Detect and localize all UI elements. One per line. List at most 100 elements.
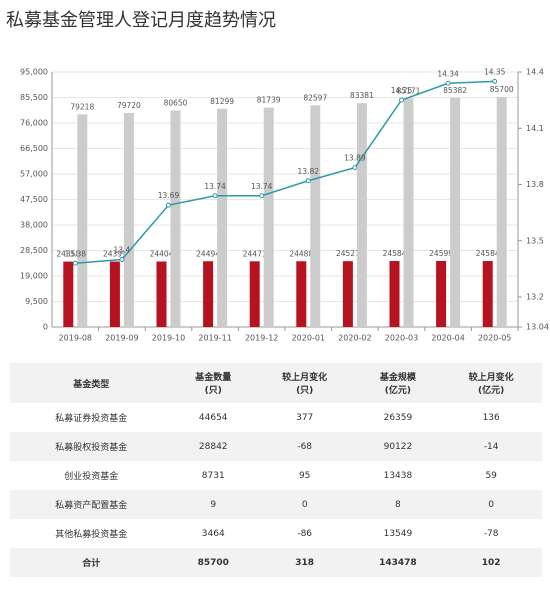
table-cell: 28842 xyxy=(172,432,254,461)
y2-tick-label: 13.5 xyxy=(526,236,544,245)
header-line: 较上月变化 xyxy=(468,373,514,383)
x-tick-label: 2020-02 xyxy=(338,334,371,343)
bar-label: 85382 xyxy=(443,86,467,95)
bar-label: 81739 xyxy=(257,96,281,105)
bar xyxy=(342,261,353,327)
y2-tick-label: 13.2 xyxy=(526,293,544,302)
table-cell: -68 xyxy=(253,432,356,461)
bar xyxy=(296,261,307,327)
table-cell: 创业投资基金 xyxy=(64,472,119,482)
header-line: (只) xyxy=(296,386,314,396)
bar-label: 24471 xyxy=(243,249,267,258)
line-point xyxy=(492,78,498,84)
table-cell: 26359 xyxy=(383,412,413,423)
bar xyxy=(156,261,167,327)
bar xyxy=(203,261,214,327)
table-cell: 59 xyxy=(485,470,497,481)
table-cell: 90122 xyxy=(355,432,441,461)
y-tick-label: 57,000 xyxy=(20,170,48,179)
header-line: 较上月变化 xyxy=(282,373,328,383)
table-row: 合计 85700 318 143478 102 xyxy=(10,548,542,577)
y-tick-label: 85,500 xyxy=(20,93,48,102)
bar-label: 80650 xyxy=(164,99,188,108)
bar xyxy=(482,261,493,327)
y-tick-label: 28,500 xyxy=(20,246,48,255)
x-tick-label: 2019-12 xyxy=(245,334,278,343)
table-cell: 私募证券投资基金 xyxy=(55,414,128,424)
table-cell: -86 xyxy=(297,528,313,539)
bar-label: 24399 xyxy=(103,250,127,259)
bar-label: 85700 xyxy=(490,85,514,94)
table-row: 创业投资基金 8731 95 13438 59 xyxy=(10,461,542,490)
line-point xyxy=(445,80,451,86)
bar xyxy=(436,260,447,327)
bar xyxy=(109,261,120,327)
y-tick-label: 38,000 xyxy=(20,221,48,230)
bar xyxy=(263,107,274,328)
header-line: (亿元) xyxy=(384,386,412,396)
table-cell: 0 xyxy=(440,490,542,519)
line-label: 14.34 xyxy=(437,69,459,78)
bar xyxy=(217,108,228,327)
table-cell: 44654 xyxy=(198,412,228,423)
line-point xyxy=(305,178,311,184)
header-line: (只) xyxy=(204,386,222,396)
table-cell: 私募股权投资基金 xyxy=(10,432,173,461)
y-tick-label: 66,500 xyxy=(20,144,48,153)
table-cell: 9 xyxy=(172,490,254,519)
header-cell: 基金数量 (只) xyxy=(172,363,254,403)
bar xyxy=(123,113,134,327)
y-tick-label: 0 xyxy=(43,323,48,332)
y-tick-label: 47,500 xyxy=(20,195,48,204)
header-cell: 较上月变化 (亿元) xyxy=(440,363,542,403)
header-cell: 基金规模 (亿元) xyxy=(355,363,441,403)
line-label: 13.74 xyxy=(251,182,273,191)
table-cell: 合计 xyxy=(10,548,173,577)
line xyxy=(75,80,495,264)
table-cell: 8 xyxy=(355,490,441,519)
bar-label: 79720 xyxy=(117,101,141,110)
table-row: 私募股权投资基金 28842 -68 90122 -14 xyxy=(10,432,542,461)
line-point xyxy=(72,260,78,266)
table-cell: 102 xyxy=(440,548,542,577)
table-cell: 143478 xyxy=(355,548,441,577)
line-label: 13.38 xyxy=(65,249,87,258)
header-cell: 较上月变化 (只) xyxy=(253,363,356,403)
bar xyxy=(249,261,260,327)
bar xyxy=(310,105,321,327)
line-point xyxy=(166,202,171,208)
x-tick-label: 2019-10 xyxy=(152,334,185,343)
table-cell: 318 xyxy=(253,548,356,577)
chart-title: 私募基金管理人登记月度趋势情况 xyxy=(6,10,276,31)
y-tick-label: 95,000 xyxy=(20,68,48,77)
bar-label: 79218 xyxy=(70,102,94,111)
bar-label: 82597 xyxy=(303,93,327,102)
bar-label: 83381 xyxy=(350,91,374,100)
table-cell: 13549 xyxy=(383,528,413,539)
bar-label: 24488 xyxy=(289,249,313,258)
line-point xyxy=(259,193,265,199)
header-line: 基金类型 xyxy=(73,379,110,390)
x-tick-label: 2020-01 xyxy=(292,334,325,343)
y2-tick-label: 14.4 xyxy=(526,68,544,77)
line-point xyxy=(212,193,218,199)
line-point xyxy=(352,165,358,171)
bar xyxy=(403,98,414,327)
bar-label: 24584 xyxy=(476,249,500,258)
y-tick-label: 9,500 xyxy=(25,297,48,306)
bar-label: 81299 xyxy=(210,97,234,106)
line-label: 13.74 xyxy=(204,182,226,191)
header-line: 基金数量 xyxy=(195,373,232,383)
table-cell: 私募资产配置基金 xyxy=(10,490,173,519)
y2-tick-label: 13.04 xyxy=(526,323,549,332)
bar xyxy=(77,114,88,327)
bar-label: 24404 xyxy=(150,249,174,258)
bar-label: 24358 xyxy=(56,250,80,259)
header-cell: 基金类型 xyxy=(10,363,173,403)
table-row: 私募资产配置基金 9 0 8 0 xyxy=(10,490,542,519)
line-label: 13.69 xyxy=(158,191,180,200)
line-point xyxy=(399,97,404,103)
table-cell: 13438 xyxy=(383,470,413,481)
table-row: 私募证券投资基金 44654 377 26359 136 xyxy=(10,403,542,432)
